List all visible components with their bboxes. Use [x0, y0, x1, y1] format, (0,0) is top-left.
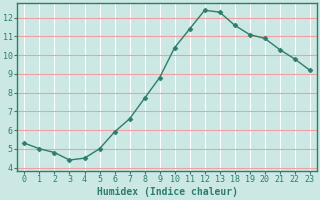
X-axis label: Humidex (Indice chaleur): Humidex (Indice chaleur) — [97, 187, 237, 197]
